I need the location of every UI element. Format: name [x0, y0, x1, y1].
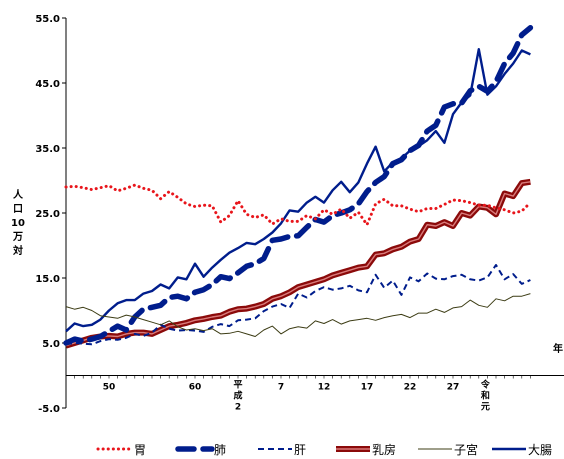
- x-tick-label: 60: [189, 383, 202, 393]
- x-tick-label: 成: [233, 390, 242, 402]
- legend-label: 乳房: [372, 442, 396, 457]
- y-tick-label: -5.0: [38, 404, 60, 415]
- x-tick-label: 27: [447, 383, 460, 393]
- legend-item-肝: 肝: [258, 443, 306, 457]
- y-tick-label: 15.0: [35, 274, 60, 285]
- legend-label: 肺: [214, 443, 226, 457]
- x-tick-label: 平: [233, 380, 242, 391]
- x-tick-label: 7: [278, 383, 284, 393]
- x-tick-label: 和: [480, 390, 490, 402]
- legend-label: 子宮: [454, 442, 478, 457]
- x-tick-label: 22: [404, 383, 417, 393]
- legend-label: 胃: [134, 443, 146, 457]
- y-axis-label: 人: [13, 188, 24, 201]
- y-axis-label: 10: [11, 218, 25, 229]
- series-line-肺: [63, 25, 534, 346]
- legend-item-乳房: 乳房: [336, 442, 396, 457]
- y-axis-ticks: 55.0 45.0 35.0 25.0 15.0 5.0 -5.0: [35, 14, 66, 415]
- x-tick-label: 元: [481, 402, 490, 413]
- legend-label: 肝: [294, 443, 306, 457]
- x-tick-label: 2: [235, 403, 241, 413]
- axis-labels: 人口 10 万対年: [11, 188, 563, 355]
- series-line-乳房: [65, 178, 531, 349]
- series-line-胃: [64, 183, 532, 227]
- legend-item-大腸: 大腸: [492, 443, 552, 457]
- series-layer: [63, 25, 534, 349]
- y-tick-label: 5.0: [42, 339, 60, 350]
- series-line-大腸: [65, 48, 531, 333]
- x-tick-label: 17: [361, 383, 374, 393]
- y-tick-label: 25.0: [35, 209, 60, 220]
- y-axis-label: 口: [13, 204, 23, 215]
- series-line-乳房-inner: [65, 181, 531, 347]
- y-tick-label: 35.0: [35, 144, 60, 155]
- x-tick-label: 50: [103, 383, 116, 393]
- x-tick-label: 12: [318, 383, 331, 393]
- legend-label: 大腸: [528, 443, 552, 457]
- legend-item-胃: 胃: [96, 443, 146, 457]
- y-tick-label: 45.0: [35, 79, 60, 90]
- x-axis-label: 年: [553, 342, 563, 355]
- y-axis-label: 万: [12, 231, 23, 243]
- y-axis-label: 対: [12, 244, 23, 257]
- legend-item-子宮: 子宮: [418, 442, 478, 457]
- axes: [65, 18, 564, 408]
- y-tick-label: 55.0: [35, 14, 60, 25]
- series-line-子宮: [65, 293, 531, 337]
- legend-item-肺: 肺: [175, 443, 226, 457]
- legend: 胃 肺 肝 乳房 子宮 大腸: [96, 442, 552, 457]
- series-line-肝: [65, 264, 531, 346]
- x-tick-label: 令: [480, 379, 491, 391]
